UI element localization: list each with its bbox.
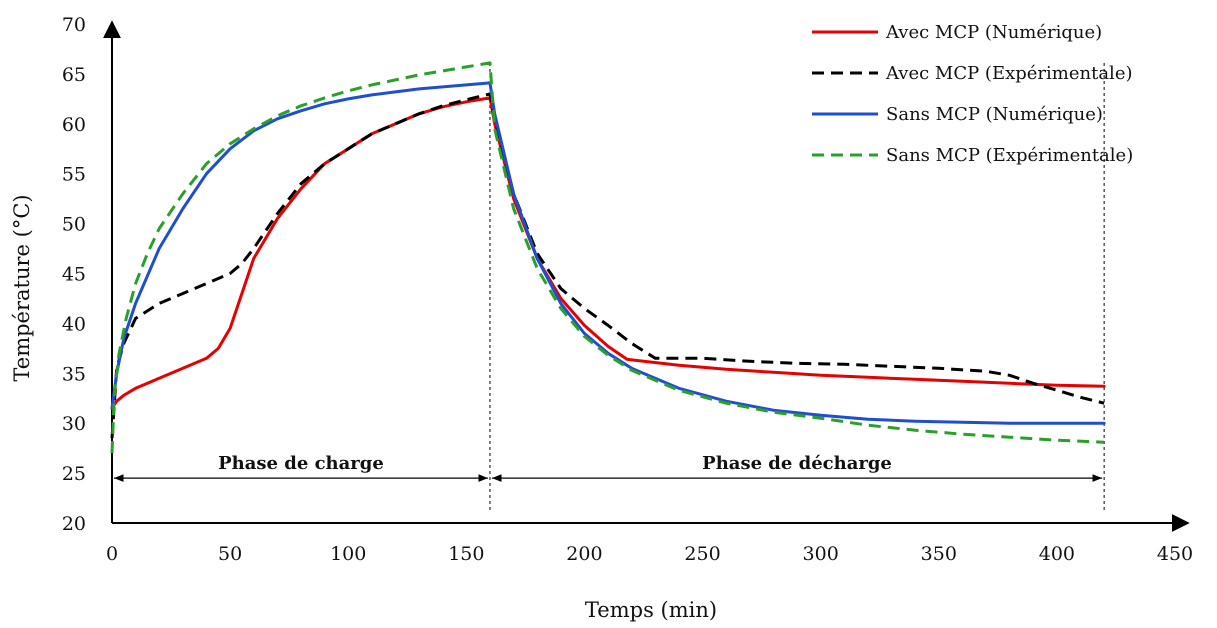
y-axis-title: Température (°C): [10, 194, 34, 381]
y-tick-labels: 20 25 30 35 40 45 50 55 60 65 70: [62, 14, 86, 535]
y-tick-label: 25: [62, 463, 86, 485]
y-tick-label: 30: [62, 413, 86, 435]
y-tick-label: 35: [62, 363, 86, 385]
y-tick-label: 60: [62, 114, 86, 136]
x-tick-label: 50: [218, 543, 242, 565]
axes: [103, 20, 1190, 532]
y-tick-label: 50: [62, 214, 86, 236]
phase-dividers: [489, 60, 1105, 510]
series-line-3: [110, 81, 1106, 425]
x-tick-label: 450: [1157, 543, 1193, 565]
phase-annotations: Phase de charge Phase de décharge: [114, 453, 1103, 482]
x-tick-label: 300: [803, 543, 839, 565]
y-tick-label: 65: [62, 64, 86, 86]
x-tick-labels: 0 50 100 150 200 250 300 350 400 450: [106, 543, 1193, 565]
y-tick-label: 70: [62, 14, 86, 36]
x-tick-label: 350: [921, 543, 957, 565]
legend-label: Avec MCP (Expérimentale): [885, 63, 1133, 84]
x-tick-label: 150: [448, 543, 484, 565]
x-tick-label: 100: [330, 543, 366, 565]
y-tick-label: 55: [62, 164, 86, 186]
series-line-4: [110, 61, 1105, 454]
series-line-2: [110, 92, 1105, 439]
x-axis-title: Temps (min): [585, 598, 717, 622]
series-lines: [110, 61, 1106, 454]
x-tick-label: 400: [1039, 543, 1075, 565]
y-tick-label: 45: [62, 264, 86, 286]
phase-label: Phase de décharge: [702, 453, 892, 474]
y-tick-label: 40: [62, 313, 86, 335]
legend: Avec MCP (Numérique) Avec MCP (Expériment…: [812, 22, 1133, 166]
y-tick-label: 20: [62, 513, 86, 535]
phase-label: Phase de charge: [218, 453, 384, 474]
x-tick-label: 200: [566, 543, 602, 565]
legend-label: Avec MCP (Numérique): [885, 22, 1102, 43]
legend-label: Sans MCP (Numérique): [886, 104, 1103, 125]
legend-label: Sans MCP (Expérimentale): [886, 145, 1133, 166]
x-tick-label: 250: [684, 543, 720, 565]
x-tick-label: 0: [106, 543, 118, 565]
